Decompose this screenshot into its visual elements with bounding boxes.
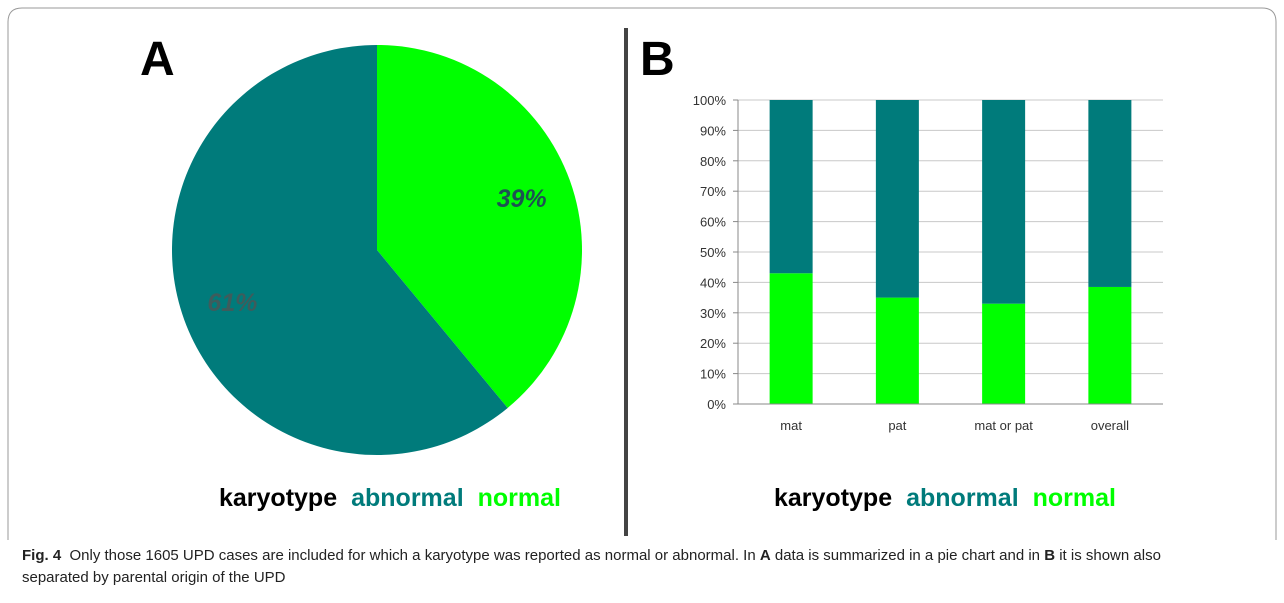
x-tick-label: mat xyxy=(780,418,802,433)
y-tick-label: 10% xyxy=(700,367,726,382)
y-tick-label: 50% xyxy=(700,245,726,260)
y-tick-label: 30% xyxy=(700,306,726,321)
bar-segment xyxy=(769,273,813,404)
y-tick-label: 80% xyxy=(700,154,726,169)
x-tick-label: pat xyxy=(888,418,906,433)
x-tick-label: mat or pat xyxy=(974,418,1033,433)
bar-segment xyxy=(769,100,813,274)
bar-segment xyxy=(982,303,1026,404)
caption-text: A xyxy=(759,547,771,564)
bar-segment xyxy=(982,100,1026,304)
y-tick-label: 60% xyxy=(700,215,726,230)
y-tick-label: 40% xyxy=(700,275,726,290)
bar-segment xyxy=(875,100,919,298)
figure: A 39% 61% karyotype abnormal normal B 0% 10% 20% 3… xyxy=(140,28,1163,536)
y-tick-label: 70% xyxy=(700,184,726,199)
value-label: 61% xyxy=(207,289,257,317)
y-tick-label: 90% xyxy=(700,123,726,138)
value-label: 39% xyxy=(497,185,547,213)
x-tick-label: overall xyxy=(1091,418,1129,433)
legend-title: karyotype xyxy=(774,484,892,512)
y-tick-label: 100% xyxy=(693,93,727,108)
legend-entry: abnormal xyxy=(906,484,1019,512)
caption-text: it is shown also separated by parental o… xyxy=(22,547,1166,586)
legend: karyotype abnormal normal xyxy=(774,484,1116,512)
bar-segment xyxy=(1088,100,1132,287)
legend-entry: normal xyxy=(478,484,561,512)
caption-text: Fig. 4 xyxy=(22,547,62,564)
caption: Fig. 4 Only those 1605 UPD cases are inc… xyxy=(22,545,1222,589)
y-tick-label: 20% xyxy=(700,336,726,351)
legend: karyotype abnormal normal xyxy=(219,484,561,512)
caption-text: B xyxy=(1044,547,1056,564)
legend-entry: abnormal xyxy=(351,484,464,512)
y-tick-label: 0% xyxy=(707,397,726,412)
legend-title: karyotype xyxy=(219,484,337,512)
panel-label: A xyxy=(140,33,175,86)
panel-label: B xyxy=(640,33,675,86)
bar-segment xyxy=(1088,286,1132,404)
legend-entry: normal xyxy=(1033,484,1116,512)
bar-segment xyxy=(875,297,919,404)
caption-text: Only those 1605 UPD cases are included f… xyxy=(61,547,760,564)
caption-text: data is summarized in a pie chart and in xyxy=(770,547,1045,564)
